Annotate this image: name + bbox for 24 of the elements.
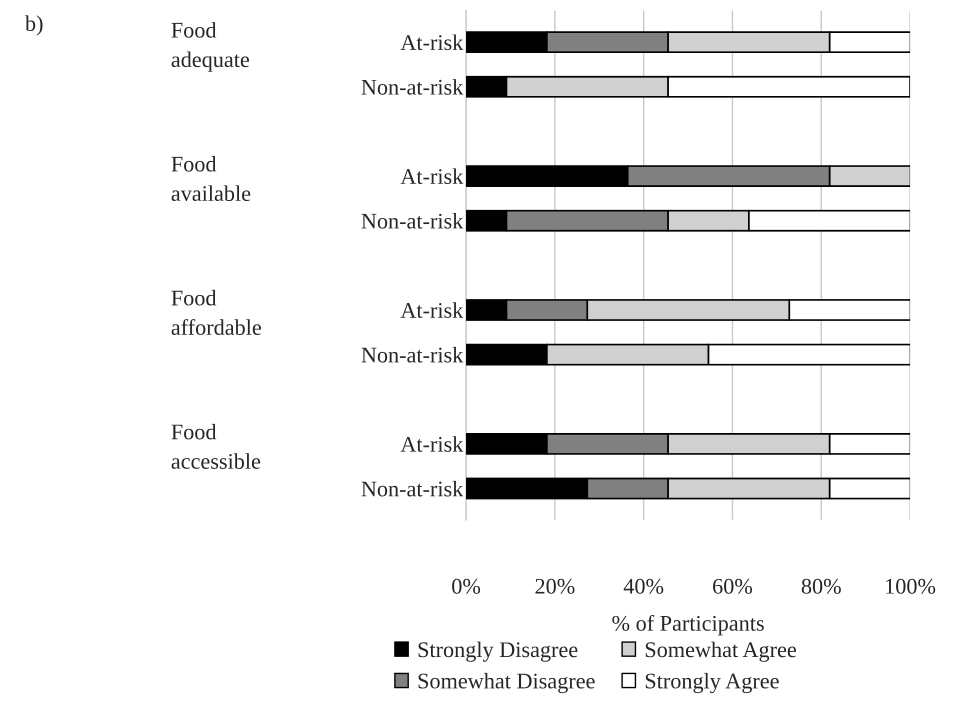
y-tick-label: Non-at-risk	[362, 480, 464, 496]
text: Food adequate	[171, 22, 250, 72]
x-tick-label: 100%	[886, 578, 936, 594]
y-tick-label: At-risk	[400, 34, 464, 50]
x-tick-label: 60%	[713, 578, 752, 594]
y-tick-label: Non-at-risk	[362, 213, 464, 229]
text: Food accessible	[171, 424, 260, 469]
text: Food available	[171, 156, 250, 202]
y-tick-label: At-risk	[400, 436, 464, 452]
legend-label: Strongly Disagree	[418, 642, 578, 662]
legend-label: Strongly Agree	[646, 672, 779, 694]
text: Food affordable	[171, 290, 261, 335]
y-tick-label: At-risk	[400, 168, 464, 184]
x-tick-label: 40%	[624, 578, 664, 594]
x-tick-label: 0%	[452, 578, 480, 594]
x-tick-label: 80%	[802, 578, 841, 594]
y-tick-label: Non-at-risk	[362, 79, 464, 95]
text: b)	[24, 15, 43, 36]
legend-label: Somewhat Agree	[646, 642, 796, 662]
x-tick-label: 20%	[535, 578, 574, 594]
legend-label: Somewhat Disagree	[418, 672, 595, 694]
y-tick-label: At-risk	[400, 302, 464, 318]
y-tick-label: Non-at-risk	[362, 346, 464, 363]
x-axis-title: % of Participants	[612, 614, 764, 636]
